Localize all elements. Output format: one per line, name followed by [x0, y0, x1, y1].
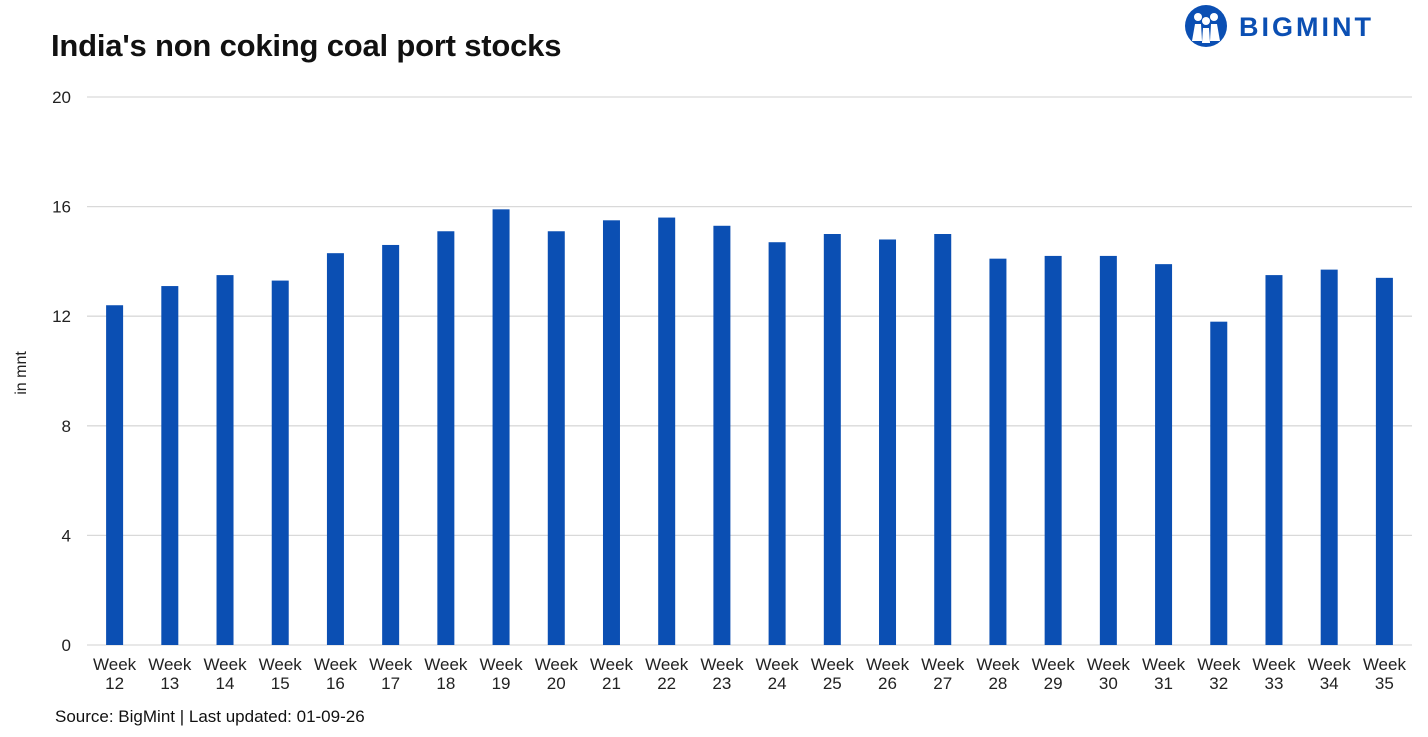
x-tick-label: Week 30 [1087, 655, 1131, 693]
x-tick-label: Week 28 [976, 655, 1020, 693]
bar [713, 225, 731, 645]
y-tick-label: 20 [52, 88, 71, 107]
bar [1210, 321, 1228, 645]
x-tick-label: Week 22 [645, 655, 689, 693]
x-tick-label: Week 19 [479, 655, 523, 693]
y-axis-ticks: 0 4 8 12 16 20 [52, 88, 71, 655]
logo-text: BIGMINT [1239, 12, 1374, 42]
y-tick-label: 4 [62, 526, 71, 545]
bar [547, 231, 565, 645]
bar [602, 220, 620, 646]
bar [1375, 277, 1393, 645]
bar [768, 242, 786, 645]
bar [1265, 275, 1283, 645]
bar [934, 234, 952, 645]
bar [437, 231, 455, 645]
bar [326, 253, 344, 645]
bar [382, 244, 400, 645]
x-tick-label: Week 16 [314, 655, 358, 693]
source-note: Source: BigMint | Last updated: 01-09-26 [55, 707, 365, 726]
bar [492, 209, 510, 645]
bar [1099, 255, 1117, 646]
x-axis-ticks: Week 12 Week 13 Week 14 Week 15 Week 16 Week 17 Week… [93, 655, 1406, 693]
bigmint-logo-icon [1185, 5, 1227, 47]
bar [989, 258, 1007, 645]
bar [1155, 264, 1173, 645]
bigmint-logo: BIGMINT [1183, 3, 1423, 49]
bar [271, 280, 289, 645]
y-tick-label: 8 [62, 417, 71, 436]
x-tick-label: Week 15 [259, 655, 303, 693]
bar [161, 286, 179, 645]
x-tick-label: Week 25 [811, 655, 855, 693]
bar [216, 275, 234, 645]
y-tick-label: 12 [52, 307, 71, 326]
y-tick-label: 0 [62, 636, 71, 655]
bar [658, 217, 676, 645]
y-tick-label: 16 [52, 198, 71, 217]
x-tick-label: Week 17 [369, 655, 413, 693]
x-tick-label: Week 12 [93, 655, 137, 693]
x-tick-label: Week 32 [1197, 655, 1241, 693]
x-tick-label: Week 31 [1142, 655, 1186, 693]
x-tick-label: Week 27 [921, 655, 965, 693]
x-tick-label: Week 13 [148, 655, 192, 693]
x-tick-label: Week 35 [1363, 655, 1407, 693]
x-tick-label: Week 23 [700, 655, 744, 693]
gridlines [87, 96, 1412, 646]
x-tick-label: Week 24 [756, 655, 800, 693]
chart-title: India's non coking coal port stocks [51, 28, 562, 63]
bar [823, 234, 841, 645]
x-tick-label: Week 14 [203, 655, 247, 693]
bar [106, 305, 124, 645]
bar [1320, 269, 1338, 645]
y-axis-label: in mnt [13, 351, 30, 395]
x-tick-label: Week 26 [866, 655, 910, 693]
bar [879, 239, 897, 646]
x-tick-label: Week 29 [1032, 655, 1076, 693]
bar [1044, 255, 1062, 646]
bars [106, 209, 1393, 646]
x-tick-label: Week 34 [1308, 655, 1352, 693]
x-tick-label: Week 18 [424, 655, 468, 693]
x-tick-label: Week 33 [1252, 655, 1296, 693]
x-tick-label: Week 21 [590, 655, 634, 693]
x-tick-label: Week 20 [535, 655, 579, 693]
